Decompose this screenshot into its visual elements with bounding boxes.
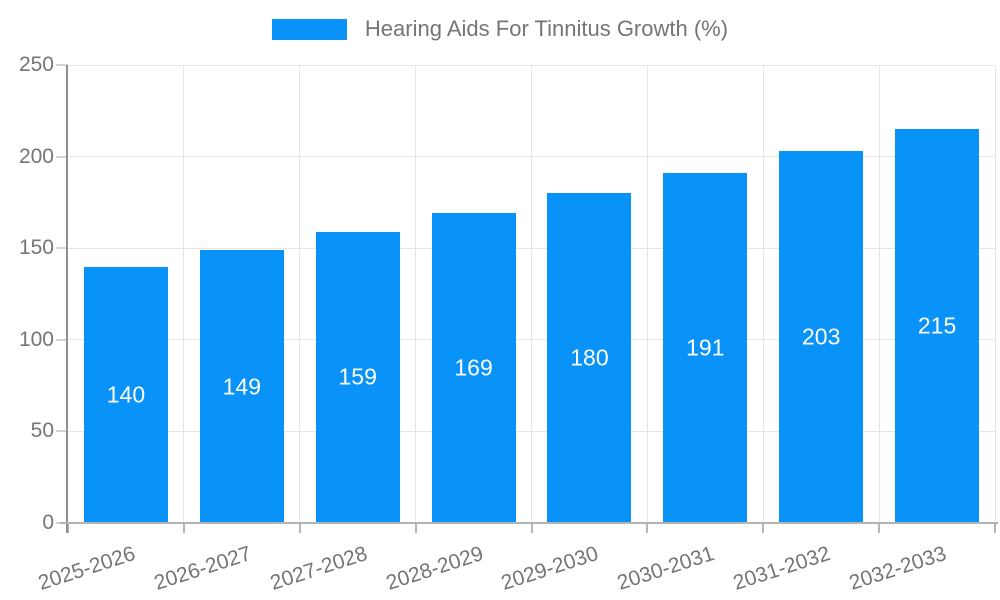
gridline-vertical [415,65,417,523]
x-axis-tick [646,523,649,533]
gridline-vertical [762,65,764,523]
gridline-vertical [183,65,185,523]
gridline-vertical [878,65,880,523]
bar-value-label: 215 [917,312,957,339]
plot-area: 0 50 100 150 200 250 140 149 159 169 180 191 203 215 2… [19,54,996,595]
y-axis-tick-label: 200 [18,144,54,168]
y-axis-line [66,65,68,533]
x-axis-tick [414,523,417,533]
bar-value-label: 191 [686,334,725,361]
bar-value-label: 169 [454,354,493,381]
y-axis-tick-label: 100 [18,327,54,351]
y-axis-tick-label: 150 [18,236,54,260]
bar[interactable]: 159 [315,231,400,523]
gridline-vertical [531,65,532,523]
bar[interactable]: 180 [547,193,632,523]
bar[interactable]: 149 [199,250,284,523]
legend: Hearing Aids For Tinnitus Growth (%) [0,16,1000,42]
y-axis-tick [56,155,68,158]
bar[interactable]: 191 [663,173,748,523]
bar-value-label: 203 [802,323,841,350]
gridline-vertical [299,65,301,523]
y-axis-tick [56,247,68,250]
x-axis-tick [994,523,996,533]
bar[interactable]: 169 [431,213,516,523]
legend-swatch[interactable] [271,18,347,40]
x-axis-line [60,522,998,524]
x-axis-tick [298,523,301,533]
legend-label[interactable]: Hearing Aids For Tinnitus Growth (%) [364,16,729,41]
bar-value-label: 159 [338,363,377,390]
bar[interactable]: 203 [779,151,864,523]
y-axis-tick-label: 50 [30,419,54,443]
bar-value-label: 180 [570,344,609,371]
y-axis-tick [56,64,68,66]
y-axis-tick-label: 250 [18,53,54,76]
x-axis-tick [878,523,881,533]
gridline-vertical [646,65,648,523]
x-axis-tick [182,523,185,533]
gridline-vertical [994,65,996,523]
bar-value-label: 140 [106,381,146,408]
bar[interactable]: 140 [83,266,168,523]
bar[interactable]: 215 [895,129,980,523]
x-axis-tick [530,523,533,533]
bar-value-label: 149 [222,373,261,400]
y-axis-tick [56,338,68,341]
y-axis-tick-label: 0 [42,511,54,534]
y-axis-tick [56,430,68,433]
x-axis-tick [762,523,765,533]
x-axis-tick [67,523,69,533]
